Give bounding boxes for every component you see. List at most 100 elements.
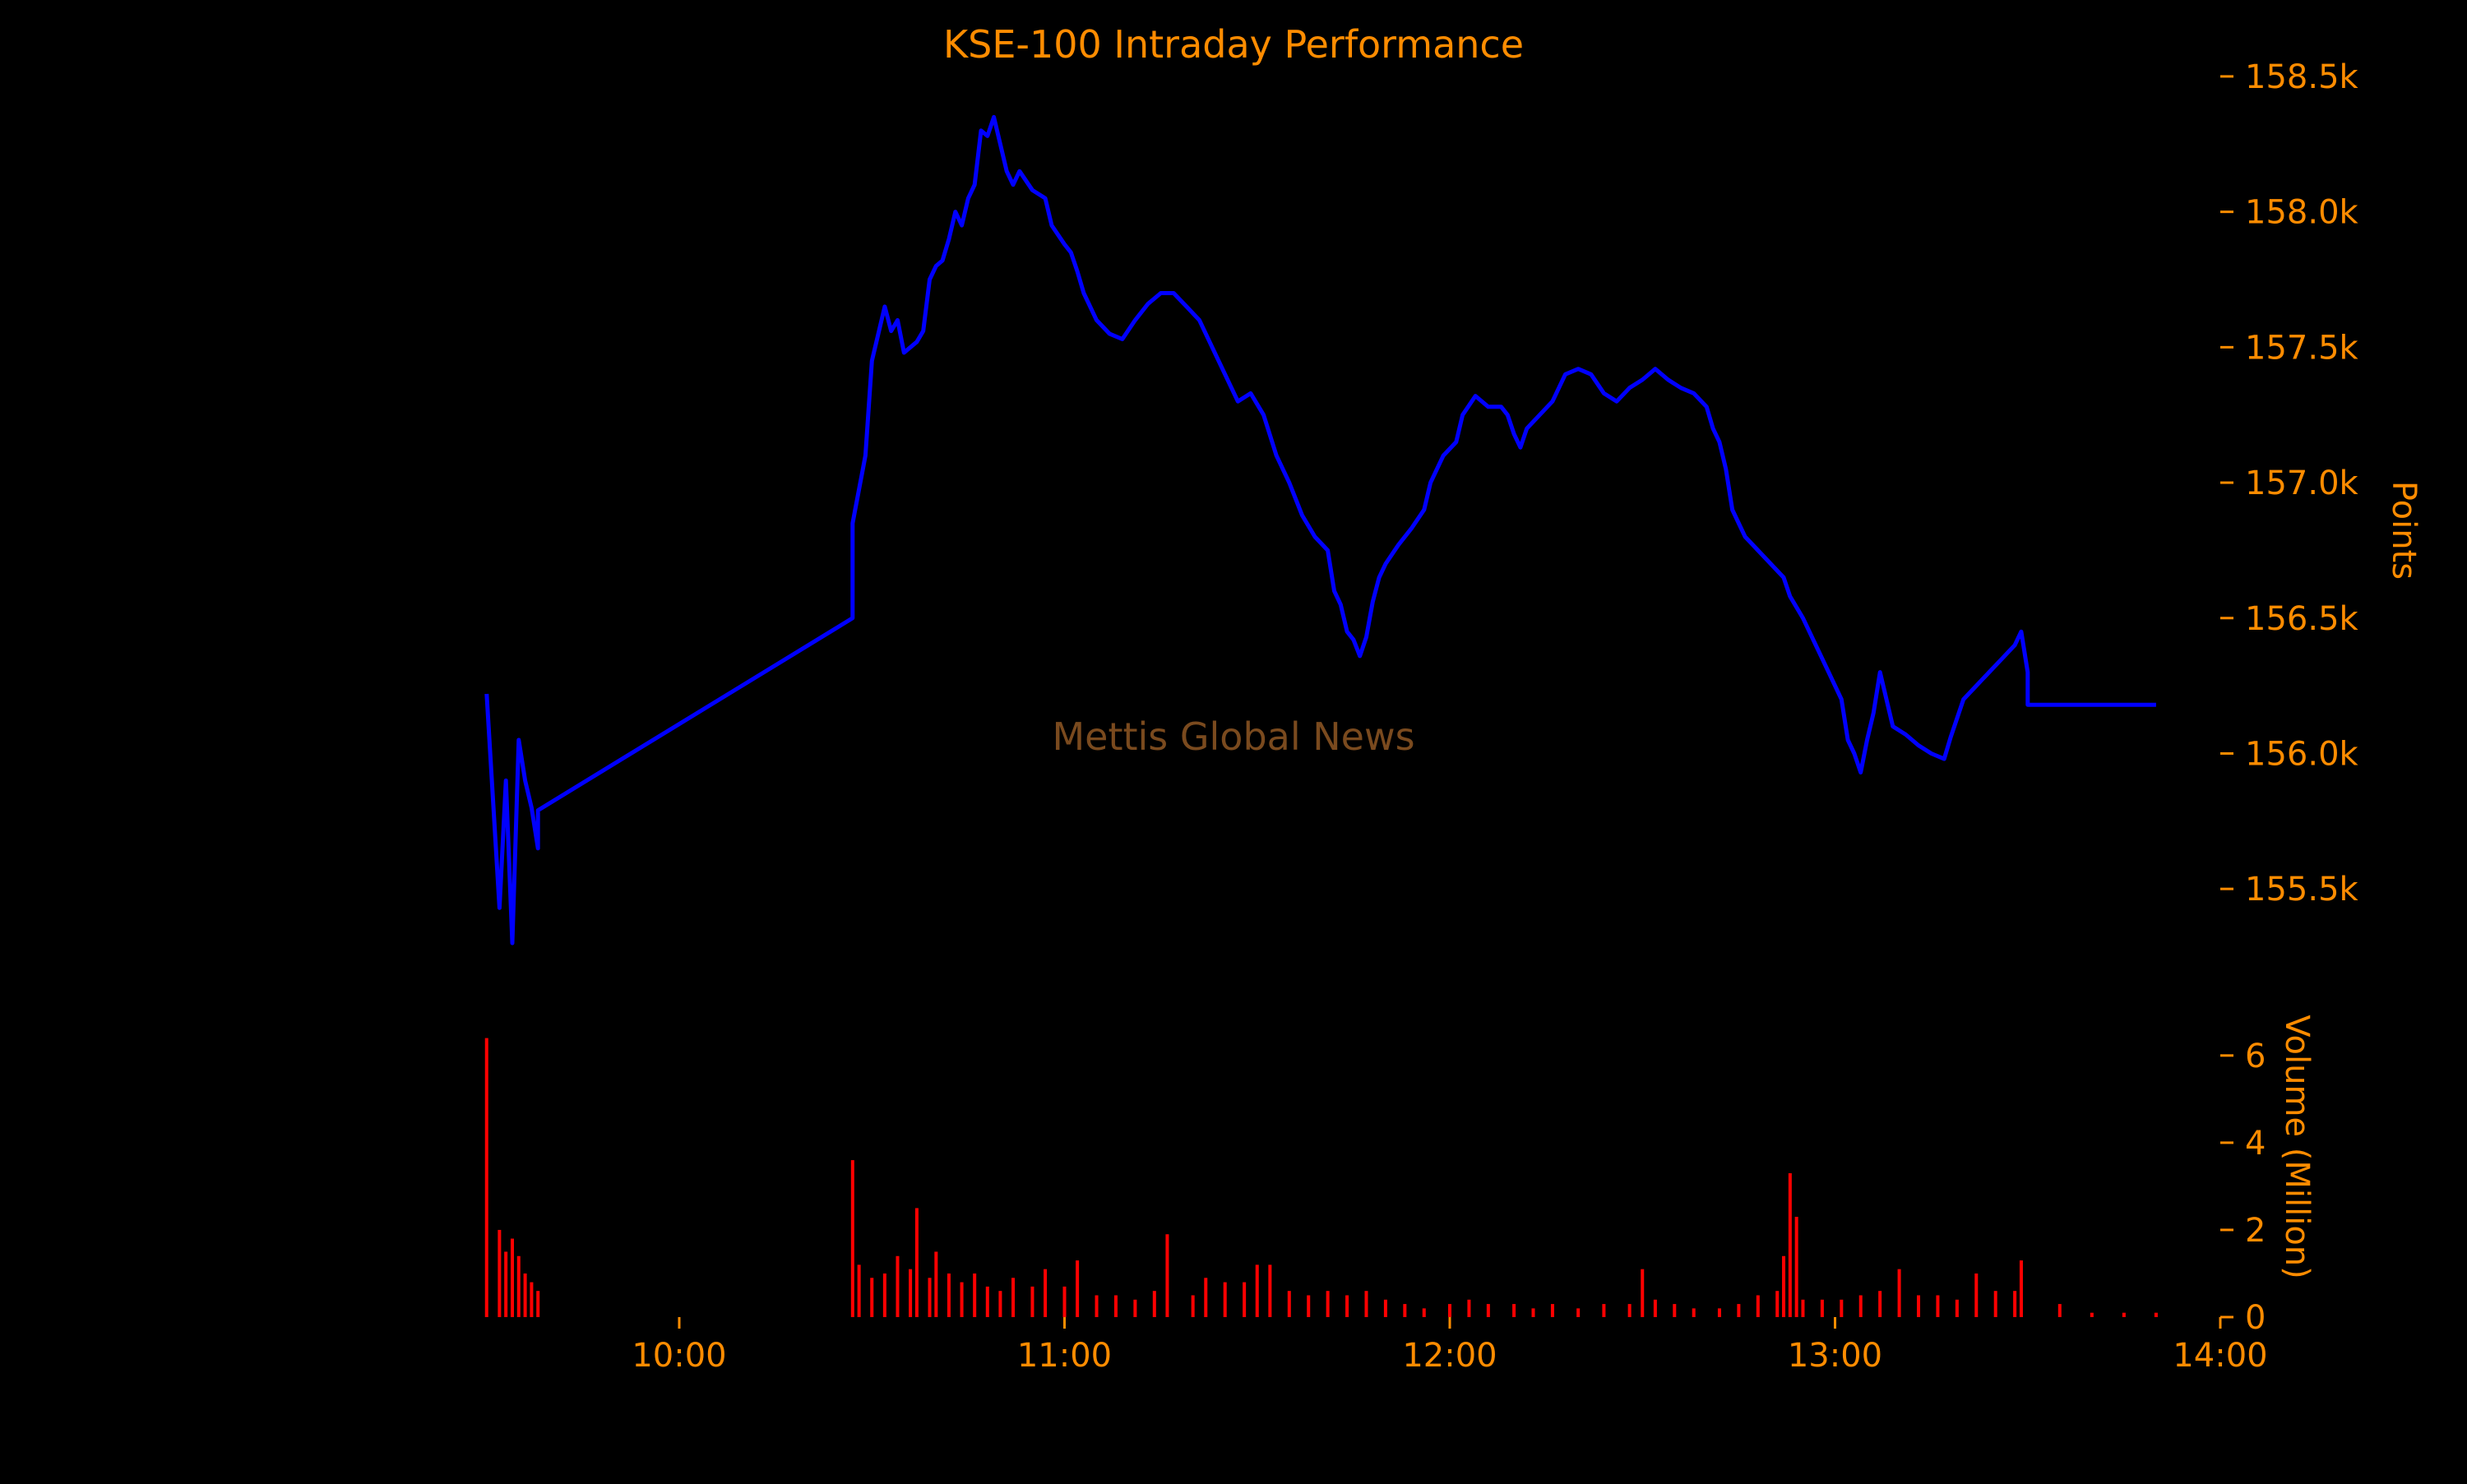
volume-bar [1422,1308,1426,1317]
price-axis-label: Points [2385,481,2423,580]
volume-bar [504,1251,508,1317]
volume-bar [1576,1308,1581,1317]
price-tick-label: 158.0k [2245,194,2359,232]
volume-tick-label: 4 [2245,1125,2266,1163]
volume-bar [1223,1282,1227,1317]
time-tick-label: 11:00 [1017,1337,1112,1375]
volume-bar [857,1264,861,1317]
time-tick-label: 10:00 [632,1337,726,1375]
volume-bar [1641,1269,1645,1317]
volume-bar [1692,1308,1696,1317]
volume-bar [1840,1299,1844,1317]
volume-bar [1113,1295,1118,1317]
volume-bar [1550,1304,1554,1317]
volume-bar [1801,1299,1805,1317]
volume-bar [1364,1291,1368,1317]
volume-bar [1717,1308,1721,1317]
volume-bar [896,1255,900,1317]
volume-bar [1917,1295,1921,1317]
volume-bar [1993,1291,1997,1317]
volume-bar [909,1269,913,1317]
volume-bar [928,1278,932,1317]
volume-bar [523,1273,527,1317]
time-axis: 10:00 11:00 12:00 13:00 14:00 [632,1317,2268,1375]
volume-bar [1627,1304,1632,1317]
volume-bar [1268,1264,1272,1317]
volume-bar [1653,1299,1657,1317]
volume-bar [2154,1312,2158,1317]
volume-bar [2019,1260,2023,1317]
volume-bar [1030,1286,1034,1317]
volume-bar [947,1273,951,1317]
volume-bar [1448,1304,1451,1317]
volume-bar [1794,1217,1798,1317]
volume-bar [960,1282,964,1317]
volume-bar [1255,1264,1259,1317]
volume-bar [914,1208,919,1317]
volume-bar [2013,1291,2017,1317]
volume-bar [1820,1299,1824,1317]
volume-bar [1782,1255,1786,1317]
price-tick-label: 155.5k [2245,871,2359,908]
volume-bar [2057,1304,2062,1317]
volume-bar [516,1255,521,1317]
volume-bar [998,1291,1002,1317]
volume-bar [498,1229,502,1317]
volume-bar [1756,1295,1760,1317]
price-series [484,114,2156,945]
volume-bar [1076,1260,1080,1317]
volume-tick-label: 6 [2245,1038,2266,1075]
volume-bar [1531,1308,1535,1317]
price-tick-label: 157.0k [2245,465,2359,502]
volume-bar [1307,1295,1311,1317]
volume-axis: 0 2 4 6 [2220,1038,2266,1337]
volume-bar [1737,1304,1741,1317]
volume-bar [1467,1299,1471,1317]
volume-bar [870,1278,874,1317]
price-axis: 155.5k 156.0k 156.5k 157.0k 157.5k 158.0k 158.… [2220,58,2359,908]
volume-bar [1897,1269,1901,1317]
volume-bar [1512,1304,1516,1317]
volume-bar [1383,1299,1387,1317]
volume-bar [1878,1291,1882,1317]
price-tick-label: 156.5k [2245,600,2359,638]
volume-bar [1403,1304,1407,1317]
volume-bar [530,1282,534,1317]
price-tick-label: 156.0k [2245,735,2359,773]
volume-bar [2090,1312,2094,1317]
time-tick-label: 12:00 [1402,1337,1497,1375]
price-tick-label: 158.5k [2245,58,2359,96]
watermark: Mettis Global News [1052,714,1414,759]
volume-bar [1191,1295,1195,1317]
price-tick-label: 157.5k [2245,329,2359,367]
volume-bar [2122,1312,2126,1317]
volume-tick-label: 0 [2245,1299,2266,1337]
volume-bar [1486,1304,1490,1317]
chart-title: KSE-100 Intraday Performance [943,22,1524,67]
volume-bar [1152,1291,1156,1317]
volume-bar [1044,1269,1048,1317]
volume-bar [536,1291,540,1317]
volume-axis-label: Volume (Million) [2278,1015,2316,1278]
volume-tick-label: 2 [2245,1212,2266,1250]
volume-bar [1243,1282,1247,1317]
volume-bar [1095,1295,1099,1317]
volume-bar [973,1273,977,1317]
volume-bar [934,1251,938,1317]
volume-bar [1326,1291,1330,1317]
volume-bar [1673,1304,1677,1317]
volume-bar [484,1038,488,1317]
volume-bar [1602,1304,1606,1317]
volume-bar [1287,1291,1291,1317]
volume-bar [1936,1295,1940,1317]
volume-bar [1775,1291,1780,1317]
time-tick-label: 14:00 [2173,1337,2267,1375]
volume-bars [484,1038,2158,1317]
volume-bar [882,1273,886,1317]
volume-bar [1165,1234,1169,1317]
volume-bar [1974,1273,1979,1317]
volume-bar [1955,1299,1959,1317]
volume-bar [1133,1299,1137,1317]
